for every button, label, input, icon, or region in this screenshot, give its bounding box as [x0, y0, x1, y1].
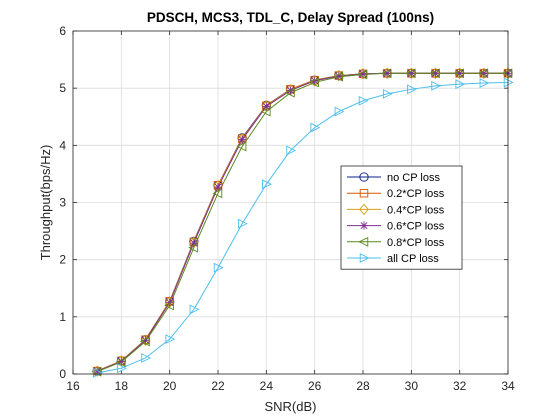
y-tick-label: 2 [59, 253, 66, 267]
data-point-series-4 [188, 242, 199, 253]
legend-label: 0.2*CP loss [387, 188, 445, 200]
data-point-series-5 [407, 84, 417, 95]
legend: no CP loss 0.2*CP loss 0.4*CP loss 0.6*CP l… [340, 165, 463, 270]
data-point-series-4 [236, 141, 247, 152]
data-point-series-3 [189, 238, 199, 248]
x-tick-label: 22 [211, 379, 225, 393]
y-tick-labels: 0 1 2 3 4 5 6 [59, 24, 66, 381]
y-tick-label: 0 [59, 367, 66, 381]
data-point-series-2 [382, 67, 392, 80]
data-point-series-2 [406, 67, 417, 80]
legend-label: 0.6*CP loss [387, 221, 445, 233]
series-markers [91, 67, 514, 378]
data-point-series-3 [141, 336, 150, 345]
data-point-series-3 [165, 298, 174, 307]
data-point-series-4 [115, 357, 126, 367]
data-point-series-5 [310, 122, 321, 133]
legend-marker [359, 172, 369, 182]
data-point-series-4 [429, 68, 440, 79]
x-axis-label: SNR(dB) [264, 399, 316, 414]
x-tick-label: 18 [115, 379, 129, 393]
data-point-series-5 [358, 95, 369, 106]
data-point-series-3 [431, 69, 440, 78]
chart-title: PDSCH, MCS3, TDL_C, Delay Spread (100ns) [147, 10, 434, 25]
data-point-series-4 [139, 336, 150, 347]
data-point-series-5 [431, 80, 442, 91]
x-tick-label: 20 [163, 379, 177, 393]
data-point-series-3 [479, 69, 489, 78]
legend-label: no CP loss [387, 172, 440, 184]
data-point-series-5 [141, 353, 152, 363]
data-point-series-5 [237, 218, 248, 229]
data-point-series-3 [117, 357, 126, 366]
data-point-series-4 [502, 68, 513, 79]
y-tick-label: 5 [59, 81, 66, 95]
data-point-series-3 [407, 69, 416, 78]
x-tick-label: 24 [260, 379, 274, 393]
data-point-series-3 [237, 135, 247, 144]
x-tick-labels: 16 18 20 22 24 26 28 30 32 34 [66, 379, 515, 393]
data-point-series-2 [358, 68, 368, 80]
data-point-series-3 [92, 366, 102, 376]
legend-marker [359, 203, 369, 216]
data-point-series-5 [262, 179, 272, 190]
data-point-series-3 [358, 69, 368, 79]
y-tick-label: 1 [59, 310, 66, 324]
legend-marker [359, 188, 369, 198]
data-point-series-4 [260, 106, 271, 117]
data-point-series-5 [213, 262, 224, 273]
data-point-series-5 [382, 88, 393, 99]
legend-label: 0.4*CP loss [387, 204, 445, 216]
data-point-series-4 [381, 68, 392, 79]
data-point-series-4 [454, 68, 464, 79]
data-point-series-5 [117, 363, 127, 374]
x-tick-label: 26 [308, 379, 322, 393]
data-point-series-4 [357, 69, 368, 80]
data-point-series-4 [212, 188, 223, 199]
y-axis-label: Throughput(bps/Hz) [38, 145, 53, 261]
data-point-series-5 [334, 106, 345, 117]
data-point-series-5 [92, 367, 103, 378]
data-point-series-3 [262, 102, 271, 111]
data-point-series-5 [286, 145, 297, 156]
data-point-series-5 [479, 78, 490, 88]
x-tick-label: 28 [356, 379, 370, 393]
data-point-series-3 [310, 76, 319, 85]
x-tick-label: 34 [501, 379, 515, 393]
data-point-series-3 [334, 71, 344, 81]
data-point-series-2 [140, 334, 151, 347]
y-tick-label: 4 [59, 138, 66, 152]
data-point-series-2 [430, 67, 441, 80]
y-tick-label: 3 [59, 196, 66, 210]
data-point-series-2 [479, 67, 489, 80]
x-tick-label: 16 [66, 379, 80, 393]
data-point-series-3 [382, 69, 392, 78]
legend-label: 0.8*CP loss [387, 237, 445, 249]
x-tick-label: 32 [453, 379, 467, 393]
data-point-series-2 [454, 67, 465, 80]
data-point-series-5 [503, 77, 514, 88]
data-point-series-4 [284, 87, 295, 98]
data-point-series-5 [455, 79, 466, 90]
data-point-series-3 [213, 182, 223, 192]
data-point-series-4 [333, 71, 344, 82]
legend-marker [359, 253, 370, 263]
plot-frame [72, 30, 509, 375]
x-tick-label: 30 [405, 379, 419, 393]
legend-box [340, 165, 463, 270]
data-point-series-4 [478, 68, 489, 79]
legend-label: all CP loss [387, 253, 439, 265]
data-point-series-4 [164, 300, 174, 311]
data-point-series-5 [189, 304, 200, 315]
data-point-series-4 [405, 68, 416, 79]
data-point-series-4 [309, 77, 319, 88]
legend-marker [359, 221, 369, 230]
legend-marker [358, 236, 369, 247]
data-point-series-3 [455, 69, 464, 78]
data-point-series-5 [165, 334, 176, 345]
y-tick-label: 6 [59, 24, 66, 38]
